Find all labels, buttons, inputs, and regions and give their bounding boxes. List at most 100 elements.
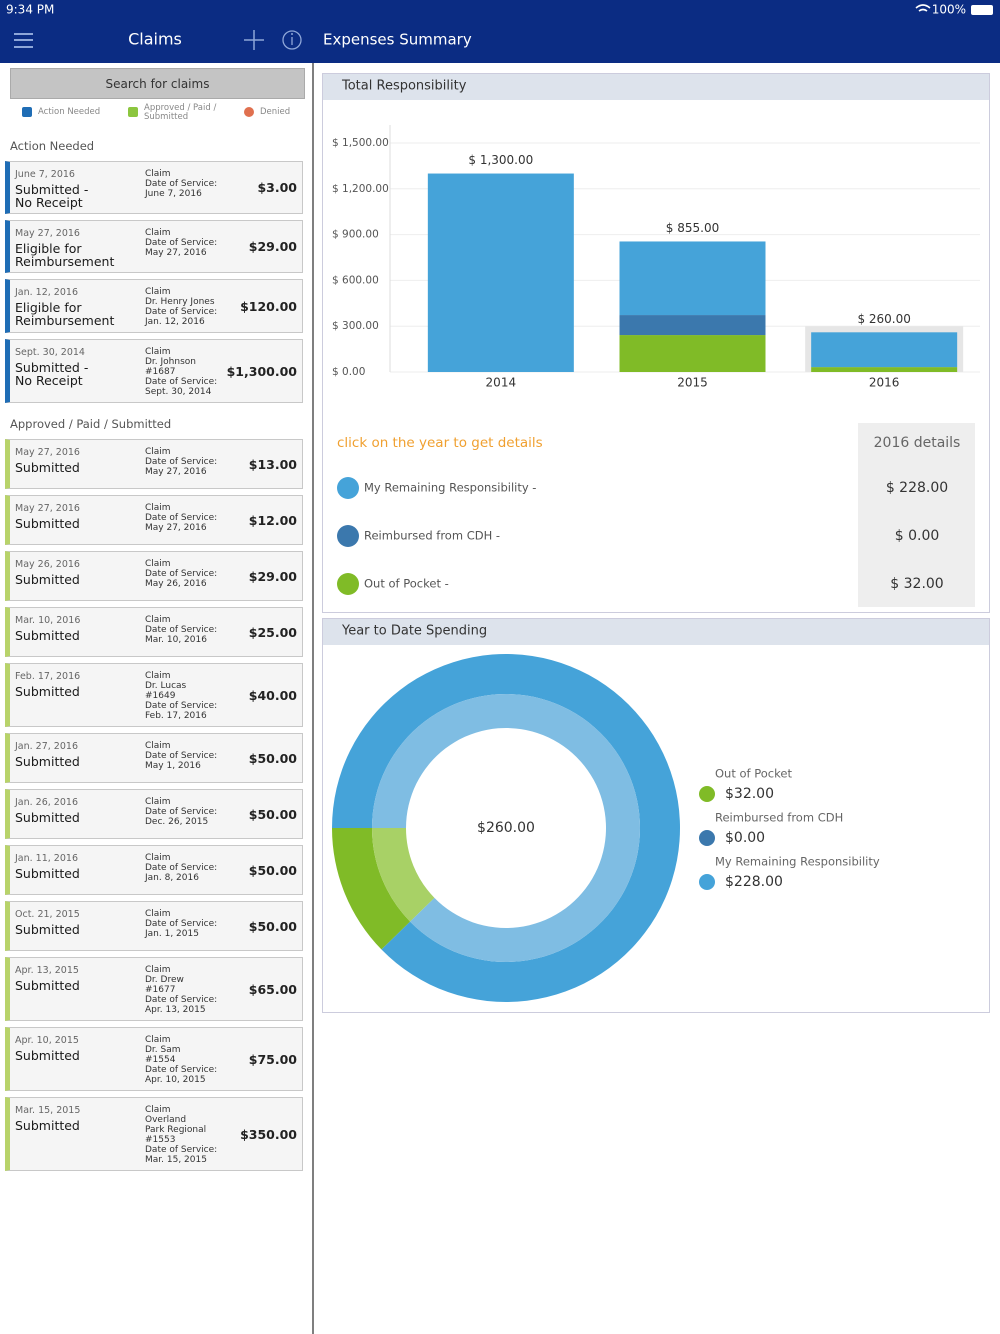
claim-detail: #1553 (145, 1135, 176, 1145)
legend-label: Denied (260, 107, 291, 117)
claim-card[interactable]: May 27, 2016 Submitted Claim Date of Servic… (5, 495, 303, 545)
claim-detail: Apr. 10, 2015 (145, 1075, 206, 1085)
donut-outer-segment (332, 828, 411, 950)
claim-date: Apr. 10, 2015 (15, 1035, 79, 1046)
claim-left: May 27, 2016 Submitted (10, 440, 140, 488)
claim-card[interactable]: May 26, 2016 Submitted Claim Date of Servic… (5, 551, 303, 601)
bar-total-label: $ 855.00 (666, 221, 719, 235)
claim-amount: $65.00 (248, 981, 297, 997)
claim-status: Submitted (15, 978, 80, 993)
claim-details: Claim Dr. Johnson #1687 Date of Service: Sep… (140, 340, 227, 402)
claim-card[interactable]: Apr. 13, 2015 Submitted Claim Dr. Drew #1677… (5, 957, 303, 1021)
claim-detail: Date of Service: (145, 307, 218, 317)
search-button[interactable]: Search for claims (10, 68, 305, 99)
claims-list: Action Needed June 7, 2016 Submitted - No R… (0, 131, 312, 1177)
claim-status: Eligible for (15, 241, 82, 256)
claim-detail: Date of Service: (145, 569, 218, 579)
donut-legend-dot (699, 830, 715, 846)
claim-detail: #1677 (145, 985, 176, 995)
panel-header (323, 74, 989, 100)
claim-detail: May 27, 2016 (145, 523, 207, 533)
claim-detail: Date of Service: (145, 238, 218, 248)
claim-details: Claim Date of Service: May 27, 2016 (140, 221, 249, 272)
claim-card[interactable]: Jan. 27, 2016 Submitted Claim Date of Servi… (5, 733, 303, 783)
donut-legend-name: Out of Pocket (715, 767, 792, 781)
claim-card[interactable]: Mar. 15, 2015 Submitted Claim Overland Park … (5, 1097, 303, 1171)
claim-details: Claim Date of Service: Mar. 10, 2016 (140, 608, 249, 656)
claim-detail: Mar. 15, 2015 (145, 1155, 207, 1165)
section-title: Action Needed (10, 139, 95, 153)
claim-amount: $12.00 (248, 512, 297, 528)
claim-details: Claim Date of Service: May 26, 2016 (140, 552, 249, 600)
claim-status: Submitted (15, 460, 80, 475)
claim-left: Sept. 30, 2014 Submitted - No Receipt (10, 340, 140, 402)
claim-card[interactable]: Jan. 26, 2016 Submitted Claim Date of Servi… (5, 789, 303, 839)
claim-details: Claim Overland Park Regional #1553 Date of S… (140, 1098, 240, 1170)
claim-details: Claim Date of Service: June 7, 2016 (140, 162, 257, 213)
legend-swatch (22, 107, 32, 117)
donut-legend-value: $0.00 (725, 830, 765, 846)
panel-header (323, 619, 989, 645)
claim-detail: May 1, 2016 (145, 761, 201, 771)
claim-card[interactable]: Mar. 10, 2016 Submitted Claim Date of Servi… (5, 607, 303, 657)
claim-detail: #1649 (145, 691, 176, 701)
x-tick-label: 2015 (677, 376, 708, 390)
claim-details: Claim Dr. Lucas #1649 Date of Service: Feb. … (140, 664, 249, 726)
y-tick-label: $ 1,500.00 (332, 137, 389, 149)
claim-amount: $29.00 (248, 239, 297, 254)
claim-card[interactable]: May 27, 2016 Eligible for Reimbursement Cla… (5, 220, 303, 273)
claim-detail: Dec. 26, 2015 (145, 817, 209, 827)
claim-amount: $50.00 (248, 862, 297, 878)
claim-detail: Mar. 10, 2016 (145, 635, 207, 645)
info-button[interactable] (282, 30, 302, 50)
claim-left: Feb. 17, 2016 Submitted (10, 664, 140, 726)
claim-detail: Claim (145, 671, 171, 681)
legend-item: Approved / Paid / Submitted (128, 104, 223, 122)
section-title: Approved / Paid / Submitted (10, 417, 172, 431)
claim-amount: $25.00 (248, 624, 297, 640)
claim-card[interactable]: Feb. 17, 2016 Submitted Claim Dr. Lucas #164… (5, 663, 303, 727)
claim-card[interactable]: May 27, 2016 Submitted Claim Date of Servic… (5, 439, 303, 489)
claim-status: Submitted (15, 922, 80, 937)
clock: 9:34 PM (6, 3, 54, 17)
claim-detail: Jan. 12, 2016 (145, 317, 205, 327)
claim-card[interactable]: Oct. 21, 2015 Submitted Claim Date of Servi… (5, 901, 303, 951)
y-tick-label: $ 300.00 (332, 320, 379, 332)
claim-status: Submitted (15, 1048, 80, 1063)
claim-date: Jan. 26, 2016 (15, 797, 78, 808)
claim-details: Claim Dr. Drew #1677 Date of Service: Apr. 1… (140, 958, 249, 1020)
claim-card[interactable]: Apr. 10, 2015 Submitted Claim Dr. Sam #1554 D… (5, 1027, 303, 1091)
claim-status: No Receipt (15, 195, 83, 210)
claim-detail: Claim (145, 228, 171, 238)
claim-detail: May 27, 2016 (145, 248, 207, 258)
claim-card[interactable]: Sept. 30, 2014 Submitted - No Receipt Claim… (5, 339, 303, 403)
x-tick-label: 2014 (486, 376, 517, 390)
claim-detail: #1554 (145, 1055, 176, 1065)
menu-button[interactable] (14, 33, 33, 48)
details-box (858, 423, 975, 607)
claim-detail: Dr. Sam (145, 1045, 181, 1055)
claim-detail: Date of Service: (145, 179, 218, 189)
claim-left: Oct. 21, 2015 Submitted (10, 902, 140, 950)
claim-card[interactable]: June 7, 2016 Submitted - No Receipt Claim Da… (5, 161, 303, 214)
claim-detail: Claim (145, 615, 171, 625)
claim-detail: Claim (145, 965, 171, 975)
claim-left: June 7, 2016 Submitted - No Receipt (10, 162, 140, 213)
battery-icon (971, 5, 993, 15)
legend-item: Denied (244, 107, 304, 117)
claim-details: Claim Date of Service: May 27, 2016 (140, 496, 249, 544)
claim-detail: Date of Service: (145, 1145, 218, 1155)
claim-detail: May 27, 2016 (145, 467, 207, 477)
claim-card[interactable]: Jan. 12, 2016 Eligible for Reimbursement Cl… (5, 279, 303, 333)
claim-detail: Dr. Johnson (145, 357, 196, 367)
claim-left: May 27, 2016 Eligible for Reimbursement (10, 221, 140, 272)
claim-details: Claim Date of Service: May 1, 2016 (140, 734, 249, 782)
bar-total-label: $ 1,300.00 (468, 153, 533, 167)
claim-detail: Apr. 13, 2015 (145, 1005, 206, 1015)
claim-date: Sept. 30, 2014 (15, 347, 85, 358)
claim-card[interactable]: Jan. 11, 2016 Submitted Claim Date of Servi… (5, 845, 303, 895)
details-dot (337, 525, 359, 547)
claim-left: Mar. 15, 2015 Submitted (10, 1098, 140, 1170)
claim-status: Submitted (15, 866, 80, 881)
add-button[interactable] (244, 30, 264, 50)
